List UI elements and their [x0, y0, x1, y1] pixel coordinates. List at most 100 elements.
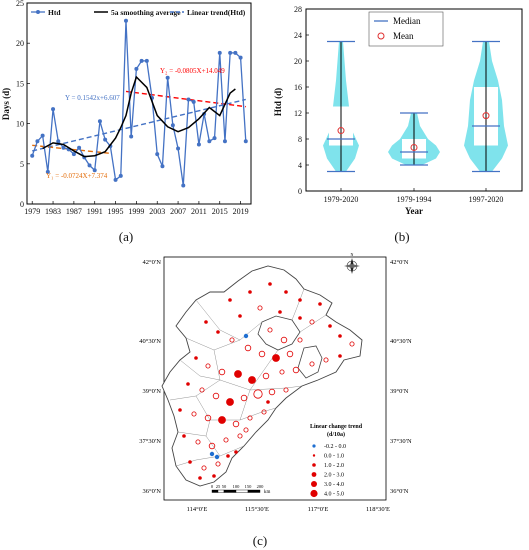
station-marker [297, 337, 303, 343]
station-marker [298, 316, 302, 320]
station-marker [266, 400, 270, 404]
panel-b-legend-box [368, 11, 444, 47]
panel-b-mean-marker [410, 143, 418, 151]
panel-c-legend-swatch [312, 444, 316, 448]
panel-a-htd-point [45, 169, 50, 174]
station-marker [212, 392, 220, 400]
station-marker [309, 361, 315, 367]
panel-b-ytick-label: 28 [294, 5, 302, 14]
panel-c-lat-label-left: 40°30′N [139, 338, 161, 345]
panel-a-htd-point [134, 66, 139, 71]
panel-a-legend-htd: Htd [48, 8, 61, 17]
panel-a-htd-point [243, 139, 248, 144]
panel-b-violin-chart: 0 4 8 12 16 20 24 28 1979-2020 1979-1994 1997-2020… [273, 5, 523, 244]
panel-c-lon-label: 118°30′E [366, 506, 390, 513]
panel-b-xtick-label: 1997-2020 [469, 195, 504, 204]
panel-a-trend-line [32, 144, 111, 155]
panel-b-caption: (b) [394, 229, 409, 244]
panel-a-htd-point [129, 134, 134, 139]
station-marker [218, 368, 226, 376]
panel-a-xtick-label: 1999 [128, 207, 144, 216]
station-marker [223, 437, 229, 443]
panel-a-htd-point [61, 145, 66, 150]
panel-a-htd-point [40, 133, 45, 138]
panel-a-htd-point [176, 146, 181, 151]
station-marker-negative [214, 454, 220, 460]
panel-c-caption: (c) [253, 533, 267, 548]
panel-b-legend-mean: Mean [393, 31, 414, 41]
scale-bar-tick: 100 [233, 484, 241, 489]
station-marker [243, 427, 249, 433]
scale-bar-unit: km [264, 490, 271, 495]
panel-a-xtick-label: 1983 [45, 207, 61, 216]
panel-a-htd-point [170, 123, 175, 128]
station-marker [323, 357, 329, 363]
scale-bar-segment [223, 489, 237, 493]
panel-a-htd-point [51, 107, 56, 112]
panel-b-ytick-label: 16 [294, 83, 302, 92]
station-marker [212, 474, 216, 478]
station-marker [226, 454, 230, 458]
panel-a-trend-line [32, 98, 246, 152]
panel-a-ytick-label: 10 [16, 120, 24, 129]
station-marker [247, 415, 253, 421]
panel-b-xtick-label: 1979-2020 [324, 195, 359, 204]
station-marker [286, 350, 294, 358]
panel-c-lat-label-right: 36°0′N [390, 488, 409, 495]
station-marker [298, 298, 302, 302]
station-marker [216, 330, 220, 334]
panel-a-legend-htd-marker [36, 10, 40, 14]
panel-c-lat-label-right: 39°0′N [390, 388, 409, 395]
station-marker [257, 305, 263, 311]
panel-a-htd-point [217, 50, 222, 55]
station-marker [258, 350, 266, 358]
panel-a-trend-equation: Y = 0.1542x+6.607 [65, 94, 120, 102]
station-marker [253, 389, 263, 399]
station-marker [328, 324, 332, 328]
panel-a-htd-point [196, 142, 201, 147]
panel-c-legend-swatch [312, 463, 316, 467]
panel-a-xtick-label: 1995 [108, 207, 124, 216]
panel-c-lat-label-right: 37°30′N [390, 438, 412, 445]
panel-c-legend-unit: (d/10a) [327, 431, 345, 438]
panel-c-legend-label: 0.0 - 1.0 [324, 454, 344, 460]
panel-a-htd-point [233, 50, 238, 55]
panel-a-htd-point [181, 183, 186, 188]
station-marker [338, 334, 342, 338]
station-marker [215, 461, 221, 467]
panel-c-lat-label-left: 36°0′N [143, 488, 162, 495]
station-marker [218, 416, 226, 424]
panel-a-ytick-label: 20 [16, 39, 24, 48]
panel-c-legend-title: Linear change trend [310, 424, 363, 430]
panel-c-lat-label-right: 40°30′N [390, 338, 412, 345]
station-marker [267, 327, 273, 333]
station-marker [194, 356, 198, 360]
station-marker [261, 409, 267, 415]
station-marker [204, 414, 212, 422]
panel-c-legend-swatch [312, 454, 316, 457]
station-marker [188, 460, 192, 464]
station-marker [229, 337, 235, 343]
panel-b-ytick-label: 24 [294, 31, 302, 40]
panel-b-ytick-label: 8 [298, 135, 302, 144]
station-marker [238, 314, 242, 318]
panel-a-htd-point [186, 97, 191, 102]
panel-a-htd-point [97, 119, 102, 124]
station-marker [262, 372, 270, 380]
station-marker [278, 310, 282, 314]
panel-a-htd-point [212, 136, 217, 141]
panel-b-ytick-label: 20 [294, 57, 302, 66]
station-marker [186, 382, 190, 386]
panel-b-mean-marker [482, 112, 490, 120]
panel-a-htd-point [87, 163, 92, 168]
panel-a-htd-point [71, 152, 76, 157]
panel-a-xtick-label: 2011 [191, 207, 207, 216]
station-marker [199, 387, 205, 393]
station-marker [232, 420, 240, 428]
panel-a-ytick-label: 15 [16, 79, 24, 88]
station-marker [234, 370, 242, 378]
station-marker [228, 298, 232, 302]
station-marker [268, 388, 276, 396]
panel-a-ytick-label: 0 [20, 200, 24, 209]
panel-a-htd-point [103, 137, 108, 142]
